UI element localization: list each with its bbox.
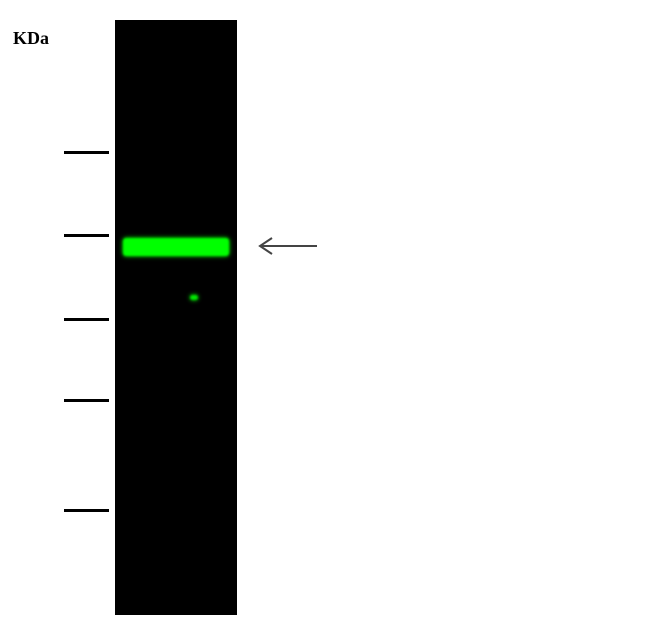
marker-tick-55 [64,509,109,512]
marker-tick-70 [64,399,109,402]
blot-lane [115,20,237,615]
artifact-spot [190,295,198,300]
primary-band [123,238,229,256]
marker-tick-130 [64,234,109,237]
unit-label: KDa [13,28,49,49]
marker-tick-170 [64,151,109,154]
marker-tick-100 [64,318,109,321]
band-indicator-arrow [252,231,322,261]
